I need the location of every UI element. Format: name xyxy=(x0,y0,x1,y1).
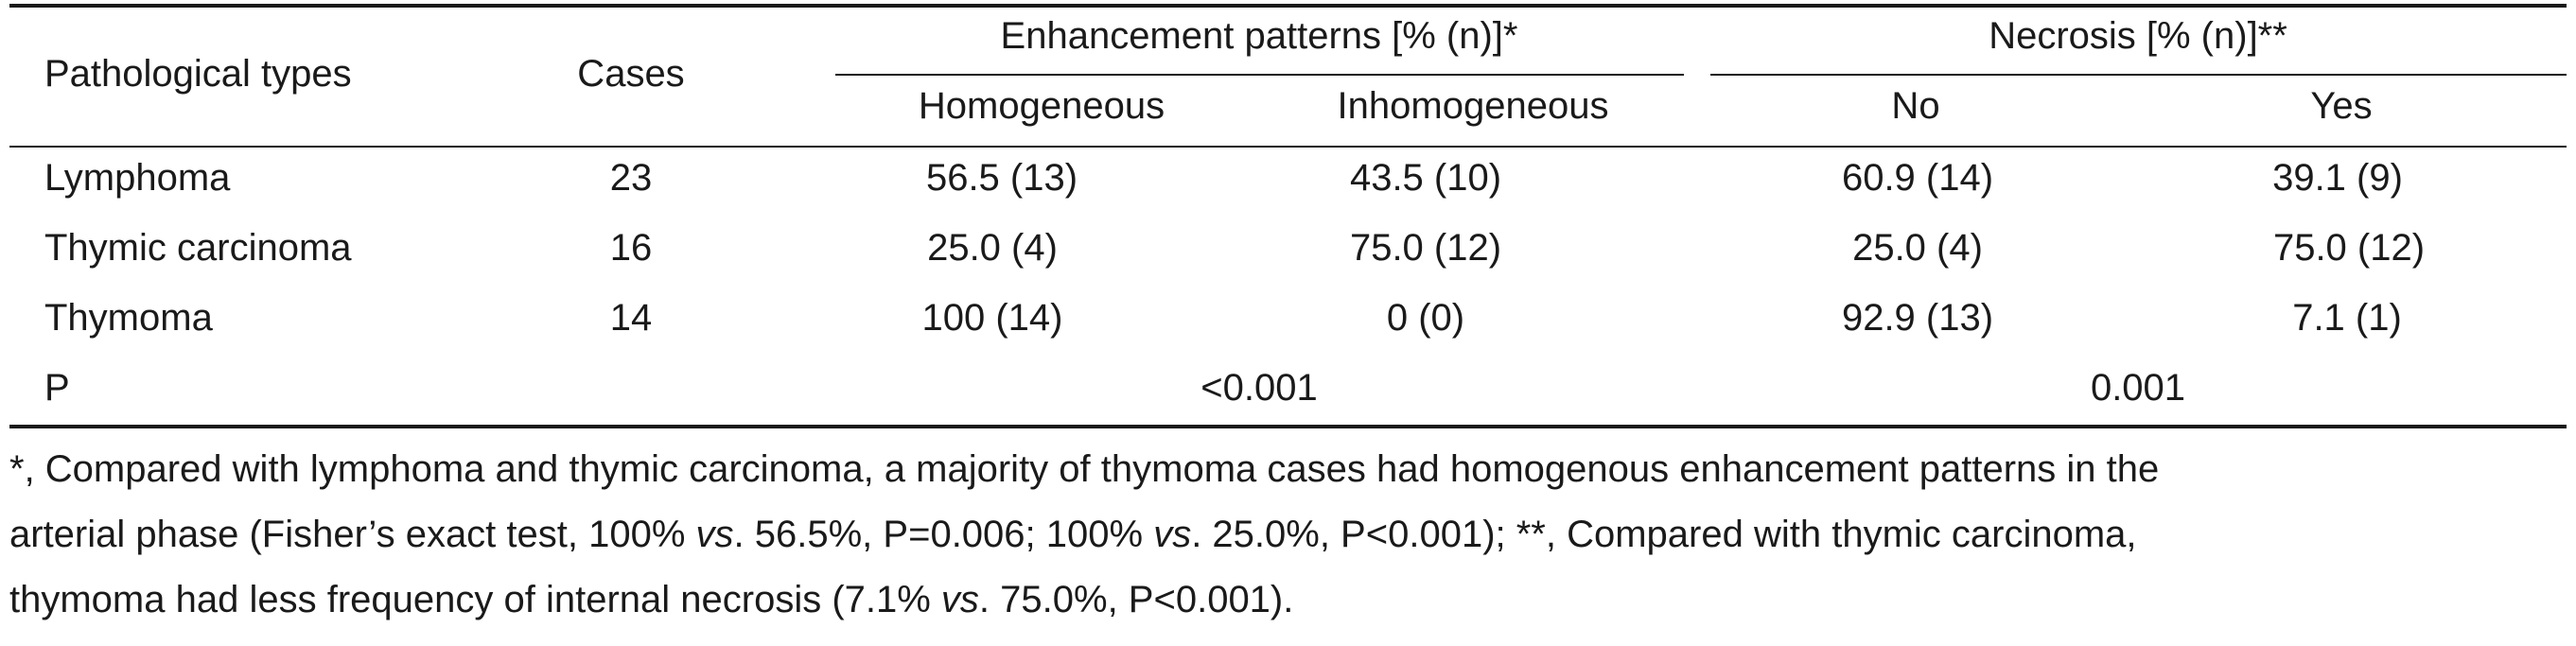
row-cases: 14 xyxy=(609,297,653,339)
table-top-rule xyxy=(9,4,2567,8)
necrosis-group-rule xyxy=(1710,74,2567,76)
footnote-vs: vs xyxy=(695,514,734,555)
p-value-necrosis: 0.001 xyxy=(2090,367,2186,409)
header-yes: Yes xyxy=(2310,85,2373,127)
row-inhomogeneous: 43.5 (10) xyxy=(1349,157,1502,199)
footnote-text: arterial phase (Fisher’s exact test, 100… xyxy=(9,514,696,555)
footnote-text: . 56.5%, P=0.006; 100% xyxy=(733,514,1154,555)
row-homogeneous: 25.0 (4) xyxy=(927,227,1058,269)
p-value-enhancement: <0.001 xyxy=(1200,367,1318,409)
footnote-line-1: *, Compared with lymphoma and thymic car… xyxy=(9,448,2160,490)
footnote-line-2: arterial phase (Fisher’s exact test, 100… xyxy=(9,502,2564,567)
row-necrosis-no: 25.0 (4) xyxy=(1852,227,1983,269)
enhancement-group-rule xyxy=(835,74,1684,76)
footnote-vs: vs xyxy=(1153,514,1192,555)
row-necrosis-yes: 39.1 (9) xyxy=(2272,157,2403,199)
row-inhomogeneous: 0 (0) xyxy=(1386,297,1465,339)
row-homogeneous: 56.5 (13) xyxy=(925,157,1078,199)
header-necrosis: Necrosis [% (n)]** xyxy=(1989,15,2287,57)
row-inhomogeneous: 75.0 (12) xyxy=(1349,227,1502,269)
header-no: No xyxy=(1891,85,1940,127)
row-necrosis-yes: 7.1 (1) xyxy=(2292,297,2402,339)
row-necrosis-no: 92.9 (13) xyxy=(1841,297,1994,339)
row-necrosis-yes: 75.0 (12) xyxy=(2272,227,2426,269)
p-row-label: P xyxy=(44,367,70,409)
header-inhomogeneous: Inhomogeneous xyxy=(1337,85,1609,127)
header-cases: Cases xyxy=(577,53,685,95)
footnote-text: thymoma had less frequency of internal n… xyxy=(9,579,941,620)
footnote-vs: vs xyxy=(940,579,979,620)
row-type: Lymphoma xyxy=(44,157,231,199)
table-bottom-rule xyxy=(9,425,2567,428)
row-type: Thymoma xyxy=(44,297,213,339)
header-pathological-types: Pathological types xyxy=(44,53,352,95)
row-cases: 16 xyxy=(609,227,653,269)
table-footnote: *, Compared with lymphoma and thymic car… xyxy=(9,437,2564,633)
footnote-text: . 25.0%, P<0.001); **, Compared with thy… xyxy=(1191,514,2137,555)
row-type: Thymic carcinoma xyxy=(44,227,352,269)
header-enhancement-patterns: Enhancement patterns [% (n)]* xyxy=(1000,15,1518,57)
header-bottom-rule xyxy=(9,146,2567,148)
row-homogeneous: 100 (14) xyxy=(921,297,1063,339)
row-cases: 23 xyxy=(609,157,653,199)
header-homogeneous: Homogeneous xyxy=(918,85,1165,127)
footnote-text: . 75.0%, P<0.001). xyxy=(978,579,1294,620)
footnote-line-3: thymoma had less frequency of internal n… xyxy=(9,567,2564,633)
row-necrosis-no: 60.9 (14) xyxy=(1841,157,1994,199)
